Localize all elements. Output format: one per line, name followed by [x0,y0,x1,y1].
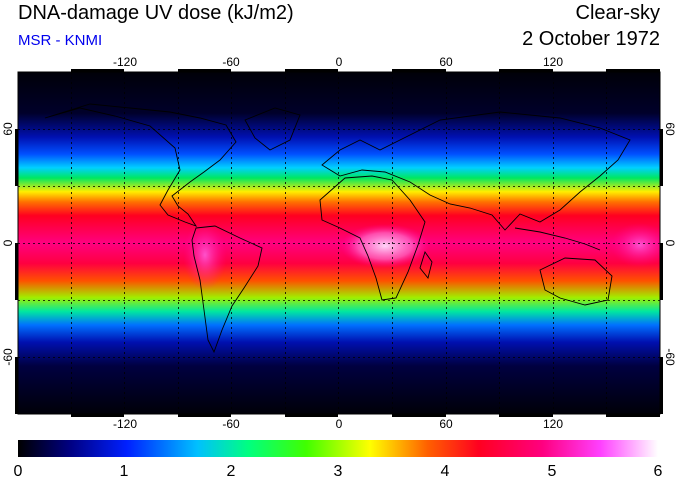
south-america-outline [191,225,263,354]
peak-region-pacific [610,223,660,267]
lon-tick-bottom: -60 [222,417,240,431]
lon-tick-bottom: 120 [543,417,563,431]
map-title: DNA-damage UV dose (kJ/m2) [18,2,294,24]
coastlines [44,103,631,354]
lat-tick-right: 0 [663,240,677,247]
map-date: 2 October 1972 [522,28,660,50]
colorbar-label: 0 [14,463,23,480]
africa-outline [319,175,426,301]
lon-tick-top: 120 [543,55,563,69]
peak-region-andes [183,220,227,290]
lon-tick-bottom: -120 [113,417,137,431]
colorbar-label: 6 [654,463,663,480]
lon-tick-top: -60 [222,55,240,69]
greenland-outline [244,107,301,151]
graticule [18,72,660,414]
sky-condition: Clear-sky [575,2,660,24]
lat-tick-right: -60 [663,348,677,366]
indonesia-outline [514,227,601,251]
madagascar-outline [419,250,433,279]
colorbar-label: 4 [441,463,450,480]
lat-tick-right: 60 [663,122,677,136]
colorbar-label: 3 [334,463,343,480]
lon-tick-top: -120 [113,55,137,69]
colorbar-label: 5 [548,463,557,480]
lon-tick-bottom: 60 [439,417,453,431]
lon-tick-top: 0 [336,55,343,69]
map-frame [15,69,663,417]
source-label: MSR - KNMI [18,32,103,49]
lat-tick-left: 60 [1,122,15,136]
lon-tick-bottom: 0 [336,417,343,431]
lat-tick-left: -60 [1,348,15,366]
lat-tick-left: 0 [1,239,15,246]
colorbar-label: 2 [227,463,236,480]
eurasia-outline [321,111,631,231]
north-america-outline [44,103,237,227]
lon-tick-top: 60 [439,55,453,69]
colorbar-label: 1 [120,463,129,480]
colorbar [18,440,658,457]
australia-outline [539,257,613,306]
uv-field [18,72,660,414]
peak-region-africa [340,224,430,268]
